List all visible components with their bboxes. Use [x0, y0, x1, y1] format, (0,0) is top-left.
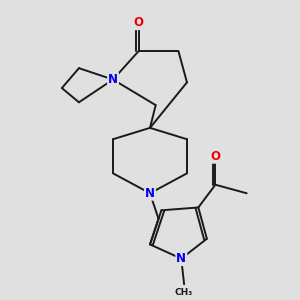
Text: O: O	[210, 150, 220, 163]
Text: CH₃: CH₃	[175, 289, 193, 298]
Text: N: N	[176, 252, 186, 265]
Text: O: O	[134, 16, 144, 29]
Text: N: N	[108, 73, 118, 86]
Text: N: N	[145, 187, 155, 200]
